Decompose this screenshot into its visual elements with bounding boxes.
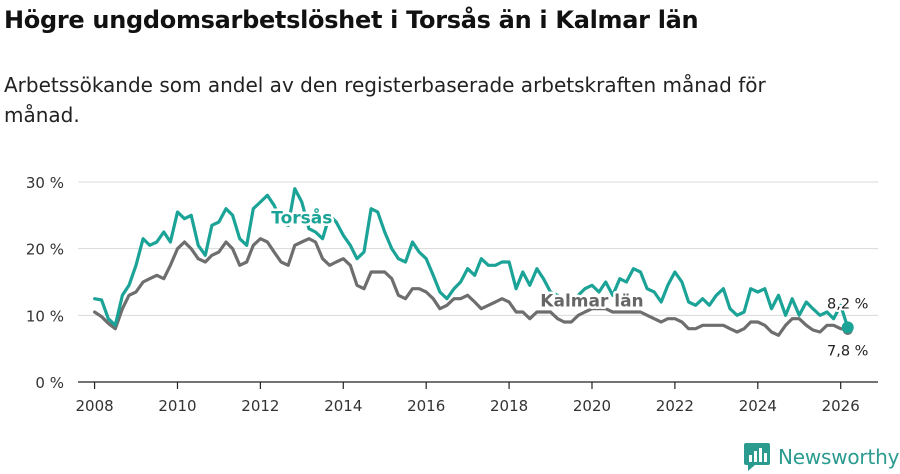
- x-tick-label: 2008: [75, 397, 113, 415]
- series-line-torsas: [93, 187, 850, 329]
- x-tick-label: 2026: [822, 397, 860, 415]
- series-label-kalmar-lan: Kalmar län: [540, 292, 643, 312]
- end-value-kalmar-lan-halo: 7,8 %: [827, 343, 868, 359]
- gridlines: [78, 181, 878, 316]
- series-label-torsas-halo: Torsås: [271, 206, 332, 228]
- series-line-kalmar-lan: [93, 237, 850, 337]
- x-tick-label: 2014: [324, 397, 362, 415]
- series-label-kalmar-lan-halo: Kalmar län: [540, 292, 643, 312]
- x-tick-label: 2012: [241, 397, 279, 415]
- end-value-kalmar-lan: 7,8 %: [827, 343, 868, 359]
- chart-subtitle: Arbetssökande som andel av den registerb…: [4, 73, 766, 127]
- y-tick-label: 20 %: [26, 241, 64, 259]
- x-tick-label: 2020: [573, 397, 611, 415]
- end-value-torsas: 8,2 %: [827, 297, 868, 313]
- x-tick-label: 2022: [656, 397, 694, 415]
- y-tick-label: 0 %: [35, 374, 64, 392]
- series-label-torsas: Torsås: [271, 206, 332, 228]
- x-tick-label: 2016: [407, 397, 445, 415]
- y-tick-label: 10 %: [26, 307, 64, 325]
- series-layer: [93, 187, 854, 337]
- x-tick-label: 2024: [739, 397, 777, 415]
- chart-title: Högre ungdomsarbetslöshet i Torsås än i …: [4, 6, 699, 34]
- newsworthy-logo-icon: [744, 443, 770, 471]
- end-marker-torsas: [841, 321, 854, 334]
- brand-name: Newsworthy: [778, 445, 900, 469]
- x-tick-label: 2018: [490, 397, 528, 415]
- brand-logo: Newsworthy: [744, 443, 899, 471]
- axes: 0 % 10 % 20 % 30 % 2008 2010 2012 2014 2016 2018 2…: [26, 174, 878, 415]
- end-value-torsas-halo: 8,2 %: [827, 297, 868, 313]
- x-tick-label: 2010: [158, 397, 196, 415]
- y-tick-label: 30 %: [26, 174, 64, 192]
